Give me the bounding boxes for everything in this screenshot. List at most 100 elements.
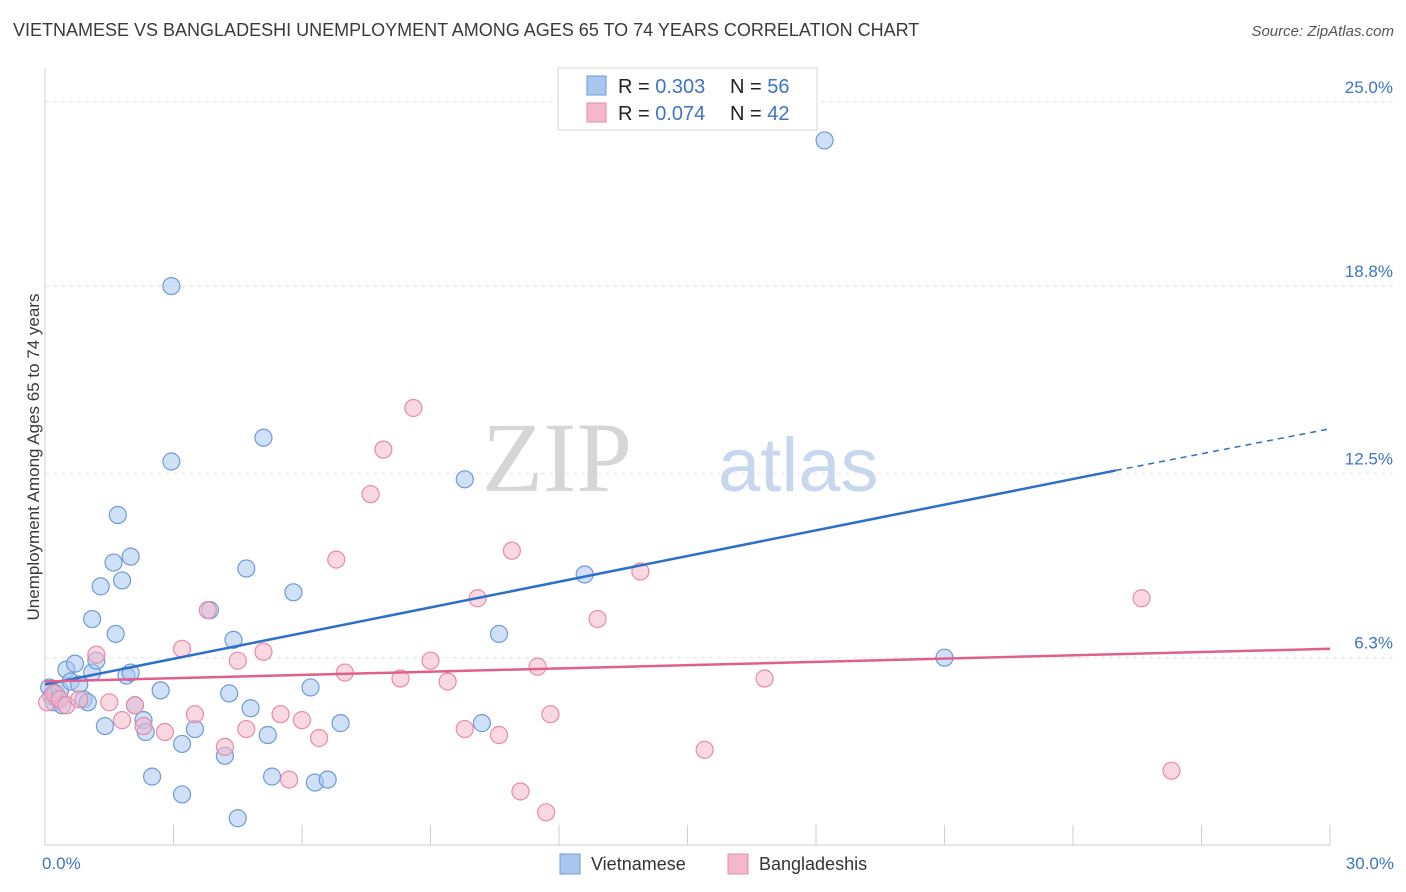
bangladeshi-point: [391, 669, 410, 688]
svg-text:N = 56: N = 56: [730, 76, 790, 98]
bangladeshi-point: [87, 645, 106, 664]
vietnamese-point: [83, 609, 102, 629]
legend-n-value: 42: [767, 103, 789, 125]
source-label: Source: ZipAtlas.com: [1251, 23, 1394, 40]
bangladeshi-point: [1132, 589, 1151, 608]
bangladeshi-point: [228, 651, 247, 670]
legend-r-value: 0.074: [655, 103, 705, 125]
bangladeshi-point: [292, 711, 312, 730]
bottom-legend-swatch-vietnamese: [559, 853, 581, 875]
vietnamese-point: [284, 583, 303, 602]
y-tick-label: 12.5%: [1345, 449, 1393, 468]
vietnamese-point: [142, 767, 162, 786]
bangladeshi-point: [112, 711, 132, 730]
vietnamese-point: [237, 559, 256, 578]
vietnamese-point: [455, 470, 474, 489]
vietnamese-point: [258, 725, 277, 745]
vietnamese-point: [815, 131, 834, 150]
chart-title: VIETNAMESE VS BANGLADESHI UNEMPLOYMENT A…: [13, 20, 920, 40]
bangladeshi-point: [237, 719, 256, 739]
watermark: ZIP atlas: [482, 402, 879, 513]
vietnamese-point: [172, 785, 192, 804]
bangladeshi-point: [1162, 761, 1181, 780]
svg-text:R = 0.074: R = 0.074: [618, 103, 705, 125]
legend-n-value: 56: [767, 76, 789, 98]
trend-lines: [44, 428, 1331, 686]
vietnamese-trend-line: [44, 469, 1117, 686]
bangladeshi-point: [198, 601, 217, 620]
vietnamese-point: [162, 277, 181, 296]
vietnamese-point: [254, 428, 273, 447]
data-points: [38, 131, 1181, 828]
vietnamese-point: [151, 681, 170, 700]
bottom-legend-label-vietnamese: Vietnamese: [591, 854, 686, 874]
legend-r-label: R =: [618, 76, 655, 98]
vietnamese-point: [472, 714, 491, 733]
vietnamese-point: [228, 809, 247, 828]
vietnamese-point: [104, 553, 123, 572]
vietnamese-point: [91, 577, 110, 596]
svg-text:N = 42: N = 42: [730, 103, 790, 125]
bangladeshi-trend-line: [44, 647, 1331, 683]
bangladeshi-point: [185, 705, 205, 724]
vietnamese-point: [121, 547, 140, 566]
y-tick-label: 6.3%: [1354, 634, 1393, 653]
legend-n-label: N =: [730, 76, 767, 98]
watermark-atlas: atlas: [718, 423, 879, 508]
legend: R = 0.303 N = 56 R = 0.074 N = 42: [557, 67, 818, 131]
bangladeshi-point: [511, 782, 530, 801]
bangladeshi-point: [134, 716, 153, 736]
x-tick-label: 0.0%: [42, 854, 81, 873]
bangladeshi-point: [537, 803, 556, 822]
bangladeshi-point: [70, 690, 89, 709]
svg-text:R = 0.303: R = 0.303: [618, 76, 705, 98]
bangladeshi-point: [588, 609, 607, 629]
bangladeshi-point: [528, 657, 547, 676]
y-axis-title: Unemployment Among Ages 65 to 74 years: [24, 294, 43, 621]
bangladeshi-point: [455, 719, 474, 739]
y-tick-label: 25.0%: [1345, 78, 1393, 97]
legend-swatch-bangladeshi: [586, 102, 607, 123]
legend-r-value: 0.303: [655, 76, 705, 98]
vietnamese-point: [95, 716, 115, 736]
bangladeshi-point: [327, 550, 346, 569]
bangladeshi-point: [155, 722, 175, 742]
vietnamese-point: [220, 684, 239, 703]
watermark-zip: ZIP: [482, 402, 632, 513]
vietnamese-point: [172, 734, 192, 754]
legend-n-label: N =: [730, 103, 767, 125]
bottom-legend-swatch-bangladeshi: [727, 853, 749, 875]
vietnamese-point: [162, 452, 181, 471]
vietnamese-point: [301, 678, 320, 697]
vietnamese-point: [241, 699, 260, 718]
bangladeshi-point: [374, 440, 393, 459]
legend-swatch-vietnamese: [586, 75, 607, 96]
y-tick-label: 18.8%: [1345, 262, 1393, 281]
bangladeshi-point: [541, 705, 560, 724]
bangladeshi-point: [438, 672, 457, 691]
bangladeshi-point: [254, 642, 273, 661]
vietnamese-point: [331, 714, 350, 733]
vietnamese-point: [106, 624, 125, 644]
bangladeshi-point: [361, 485, 380, 504]
bangladeshi-point: [755, 669, 774, 688]
bottom-legend-label-bangladeshi: Bangladeshis: [759, 854, 867, 874]
vietnamese-trend-extension: [1115, 428, 1331, 472]
bangladeshi-point: [489, 725, 509, 745]
axes: [44, 68, 1331, 846]
bangladeshi-point: [271, 705, 290, 724]
bangladeshi-point: [310, 728, 329, 748]
tick-labels: 6.3% 12.5% 18.8% 25.0% 0.0% 30.0%: [42, 78, 1394, 873]
vietnamese-point: [65, 654, 85, 673]
bangladeshi-point: [421, 651, 440, 670]
vietnamese-point: [489, 624, 509, 644]
vietnamese-point: [262, 767, 282, 786]
bangladeshi-point: [695, 740, 714, 759]
vietnamese-point: [112, 571, 132, 590]
legend-r-label: R =: [618, 103, 655, 125]
bangladeshi-point: [404, 398, 423, 418]
vietnamese-point: [224, 630, 243, 649]
bangladeshi-point: [125, 696, 145, 715]
x-tick-label: 30.0%: [1346, 854, 1394, 873]
